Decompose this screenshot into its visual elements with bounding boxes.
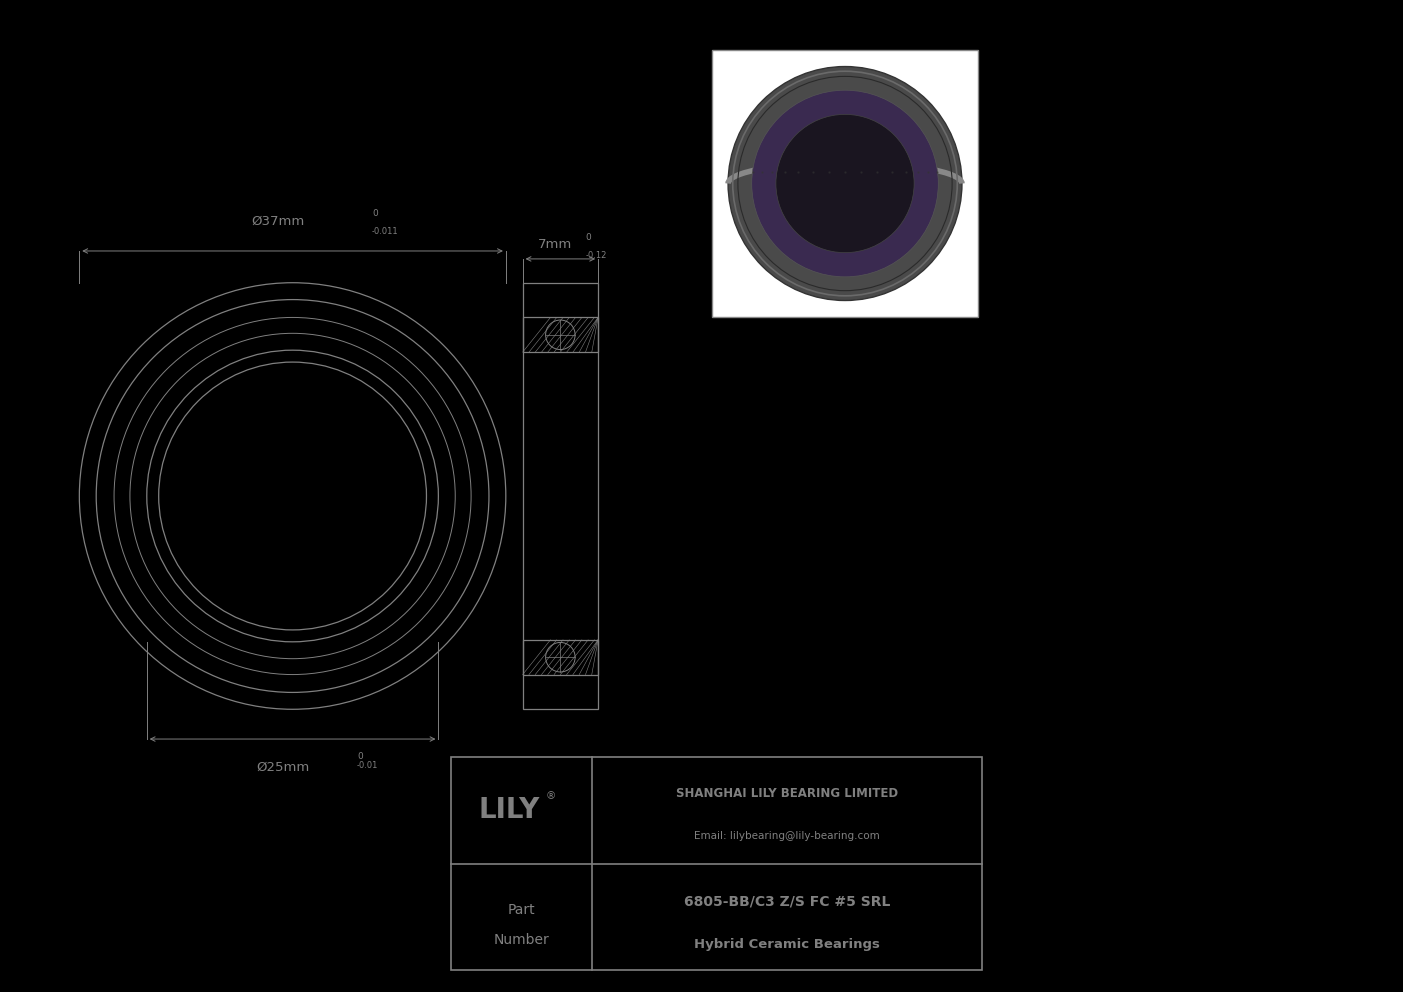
Text: -0.01: -0.01 <box>356 761 379 770</box>
Text: Number: Number <box>494 933 550 947</box>
Circle shape <box>728 66 962 301</box>
Text: SHANGHAI LILY BEARING LIMITED: SHANGHAI LILY BEARING LIMITED <box>676 787 898 800</box>
Text: ®: ® <box>546 792 556 802</box>
Bar <box>523 640 598 675</box>
Text: Hybrid Ceramic Bearings: Hybrid Ceramic Bearings <box>694 938 880 951</box>
Text: Part: Part <box>508 904 536 918</box>
Bar <box>523 317 598 352</box>
Text: Ø25mm: Ø25mm <box>255 761 309 774</box>
Text: Ø37mm: Ø37mm <box>251 215 304 228</box>
Circle shape <box>776 114 915 253</box>
Text: LILY: LILY <box>478 797 540 824</box>
Circle shape <box>752 90 939 277</box>
Bar <box>713 50 978 317</box>
Bar <box>452 757 982 970</box>
Bar <box>523 283 598 709</box>
Text: 0: 0 <box>372 209 377 218</box>
Text: 0: 0 <box>356 752 363 761</box>
Text: 0: 0 <box>585 233 591 242</box>
Text: -0.011: -0.011 <box>372 227 398 236</box>
Text: -0.12: -0.12 <box>585 251 606 260</box>
Text: Email: lilybearing@lily-bearing.com: Email: lilybearing@lily-bearing.com <box>694 831 880 841</box>
Text: 6805-BB/C3 Z/S FC #5 SRL: 6805-BB/C3 Z/S FC #5 SRL <box>683 895 890 909</box>
Text: 7mm: 7mm <box>539 238 572 251</box>
